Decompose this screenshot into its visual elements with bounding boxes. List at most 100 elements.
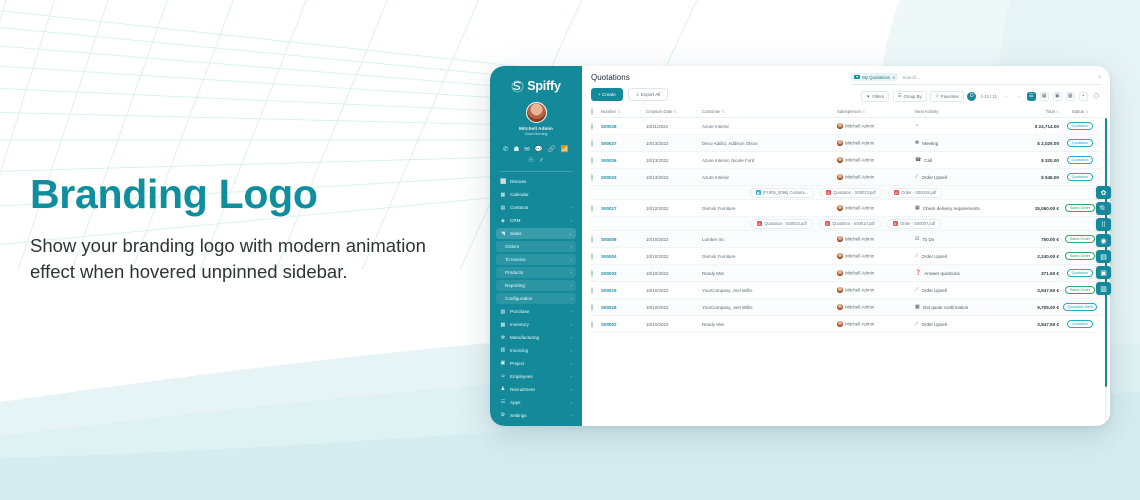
sidebar-item-calendar[interactable]: ▦ Calendar — [496, 189, 576, 200]
row-checkbox[interactable] — [591, 269, 601, 277]
prev-page-icon[interactable]: ← — [1003, 93, 1009, 100]
bell-icon[interactable]: ☉ — [528, 156, 534, 164]
sidebar-item-inventory[interactable]: ▩ Inventory › — [496, 319, 576, 330]
sidebar-item-recruitment[interactable]: ♟ Recruitment › — [496, 384, 576, 395]
col-number[interactable]: Number ⇅ — [601, 109, 621, 115]
link-icon[interactable]: 🔗 — [547, 146, 556, 153]
row-checkbox[interactable] — [591, 122, 601, 130]
sidebar-item-products[interactable]: Products › — [496, 266, 576, 279]
table-row[interactable]: S00017 10/12/2022 Gemini Furniture Mitchell… — [591, 200, 1101, 218]
row-checkbox[interactable] — [591, 156, 601, 164]
attachment-chip[interactable]: A Quotation - S00023.pdf — [819, 187, 882, 198]
next-page-icon[interactable]: → — [1016, 93, 1021, 100]
sidebar-item-manufacturing[interactable]: ⚒ Manufacturing › — [496, 332, 576, 343]
row-checkbox[interactable] — [591, 173, 601, 181]
sidebar-item-reporting[interactable]: Reporting › — [496, 279, 576, 292]
message-icon[interactable]: 💬 — [534, 146, 543, 153]
row-number[interactable]: S00018 — [601, 304, 617, 310]
export-all-button[interactable]: ⇩ Export All — [627, 88, 669, 102]
sidebar-item-crm[interactable]: ◈ CRM › — [496, 215, 576, 226]
fab-star-icon[interactable]: ✿ — [1096, 186, 1111, 199]
fab-layout-icon[interactable]: ▣ — [1096, 266, 1111, 279]
sidebar-item-apps[interactable]: ☷ Apps › — [496, 397, 576, 408]
call-icon[interactable]: ✆ — [502, 146, 509, 153]
sidebar-item-orders[interactable]: Orders › — [496, 240, 576, 253]
sidebar-item-project[interactable]: ▣ Project › — [496, 358, 576, 369]
wifi-icon[interactable]: 📶 — [560, 146, 569, 153]
kanban-view-icon[interactable]: ▦ — [1039, 91, 1049, 101]
row-checkbox[interactable] — [591, 286, 601, 294]
table-row[interactable]: S00019 10/10/2022 YourCompany, Joel Willis… — [591, 282, 1101, 300]
row-number[interactable]: S00028 — [601, 123, 617, 129]
group-by-button[interactable]: ☰ Group By — [892, 90, 927, 103]
row-checkbox[interactable] — [591, 139, 601, 147]
pin-icon[interactable]: ♂ — [538, 156, 544, 164]
row-number[interactable]: S00017 — [601, 205, 617, 211]
attachment-chip[interactable]: A Quotation - S00023.pdf — [750, 218, 813, 229]
filters-button[interactable]: ▼ Filters — [861, 91, 890, 102]
attachment-chip[interactable]: ▣ [FURN_0096] Customi... — [749, 187, 814, 198]
sidebar-item-contacts[interactable]: ▤ Contacts › — [496, 202, 576, 213]
row-number[interactable]: S00026 — [601, 157, 617, 163]
favorites-button[interactable]: ☆ Favorites — [930, 90, 964, 103]
search-input[interactable]: Search... — [902, 74, 920, 80]
col-total[interactable]: Total ⇅ — [1045, 109, 1059, 115]
fab-search-icon[interactable]: 🔍 — [1096, 202, 1111, 215]
fab-book-icon[interactable]: ▤ — [1096, 250, 1111, 263]
col-date[interactable]: Creation Date ⇅ — [646, 109, 677, 115]
sidebar-item-configuration[interactable]: Configuration › — [496, 292, 576, 305]
list-view-icon[interactable]: ☰ — [1026, 91, 1036, 101]
row-checkbox[interactable] — [591, 204, 601, 212]
table-row[interactable]: S00027 10/13/2022 Deco Addict, Addison Ols… — [591, 135, 1101, 153]
sidebar-item-purchase[interactable]: ▧ Purchase › — [496, 306, 576, 317]
home-icon[interactable]: ☗ — [513, 146, 520, 153]
pager-badge[interactable]: O — [967, 91, 977, 101]
row-checkbox[interactable] — [591, 235, 601, 243]
select-all-checkbox[interactable] — [591, 108, 601, 116]
row-checkbox[interactable] — [591, 303, 601, 311]
row-number[interactable]: S00004 — [601, 253, 617, 259]
row-number[interactable]: S00023 — [601, 174, 617, 180]
table-row[interactable]: S00006 10/10/2022 Lumber Inc Mitchell Admin… — [591, 231, 1101, 249]
row-number[interactable]: S00002 — [601, 321, 617, 327]
fab-grid-icon[interactable]: ⠿ — [1096, 218, 1111, 231]
mail-icon[interactable]: ✉ — [524, 146, 530, 153]
sidebar-item-to-invoice[interactable]: To Invoice › — [496, 253, 576, 266]
table-row[interactable]: S00026 10/13/2022 Azure Interior, Nicole F… — [591, 152, 1101, 170]
attachment-chip[interactable]: A Order - S00018.pdf — [887, 187, 943, 198]
fab-theme-icon[interactable]: ▥ — [1096, 282, 1111, 295]
search-bar[interactable]: ▼ My Quotations ✕ Search... ⌕ — [851, 73, 1101, 85]
attachment-chip[interactable]: A Order - S00007.pdf — [886, 218, 942, 229]
create-button[interactable]: + Create — [591, 88, 623, 102]
table-row[interactable]: S00003 10/10/2022 Ready Mat Mitchell Admin ❓… — [591, 265, 1101, 283]
table-row[interactable]: S00002 10/10/2022 Ready Mat Mitchell Admin ⟋… — [591, 316, 1101, 334]
sidebar-item-sales[interactable]: ◥ Sales ⌄ — [496, 227, 576, 240]
row-number[interactable]: S00006 — [601, 236, 617, 242]
col-customer[interactable]: Customer ⇅ — [702, 109, 725, 115]
row-number[interactable]: S00003 — [601, 270, 617, 276]
sidebar-item-discuss[interactable]: ⬜ Discuss — [496, 176, 576, 187]
fab-settings-icon[interactable]: ◉ — [1096, 234, 1111, 247]
table-row[interactable]: S00028 10/11/2022 Azure Interior Mitchell A… — [591, 118, 1101, 136]
table-row[interactable]: S00018 10/10/2022 YourCompany, Joel Willis… — [591, 299, 1101, 317]
sidebar-item-employees[interactable]: ☺ Employees › — [496, 371, 576, 382]
sidebar-item-invoicing[interactable]: ▥ Invoicing › — [496, 345, 576, 356]
calendar-view-icon[interactable]: ▣ — [1052, 91, 1062, 101]
user-profile[interactable]: Mitchell Admin Good Morning — [490, 102, 582, 136]
col-status[interactable]: Status ⇅ — [1071, 109, 1089, 115]
table-row[interactable]: S00004 10/10/2022 Gemini Furniture Mitchell… — [591, 248, 1101, 266]
col-activity[interactable]: Next Activity — [915, 109, 939, 115]
col-salesperson[interactable]: Salesperson ⇅ — [837, 109, 866, 115]
graph-view-icon[interactable]: ▪ — [1078, 91, 1088, 101]
search-facet[interactable]: ▼ My Quotations ✕ — [851, 73, 899, 81]
attachment-chip[interactable]: A Quotation - S00010.pdf — [818, 218, 881, 229]
row-checkbox[interactable] — [591, 320, 601, 328]
sidebar-item-settings[interactable]: ⚙ Settings › — [496, 410, 576, 421]
pivot-view-icon[interactable]: ▩ — [1065, 91, 1075, 101]
brand-logo[interactable]: Spiffy — [490, 76, 582, 96]
close-icon[interactable]: ✕ — [892, 74, 896, 80]
search-icon[interactable]: ⌕ — [1098, 74, 1101, 80]
row-number[interactable]: S00027 — [601, 140, 617, 146]
activity-view-icon[interactable]: ◯ — [1091, 91, 1101, 101]
row-number[interactable]: S00019 — [601, 287, 617, 293]
